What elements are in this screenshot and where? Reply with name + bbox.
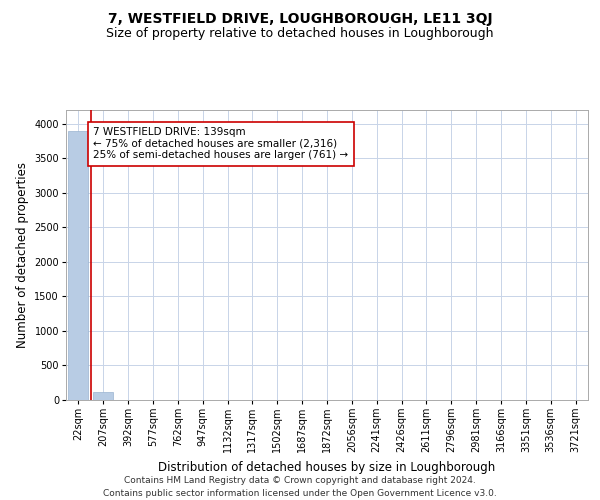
Text: Size of property relative to detached houses in Loughborough: Size of property relative to detached ho… <box>106 28 494 40</box>
Text: 7, WESTFIELD DRIVE, LOUGHBOROUGH, LE11 3QJ: 7, WESTFIELD DRIVE, LOUGHBOROUGH, LE11 3… <box>107 12 493 26</box>
Text: Contains HM Land Registry data © Crown copyright and database right 2024.
Contai: Contains HM Land Registry data © Crown c… <box>103 476 497 498</box>
Text: 7 WESTFIELD DRIVE: 139sqm
← 75% of detached houses are smaller (2,316)
25% of se: 7 WESTFIELD DRIVE: 139sqm ← 75% of detac… <box>94 128 349 160</box>
X-axis label: Distribution of detached houses by size in Loughborough: Distribution of detached houses by size … <box>158 461 496 474</box>
Bar <box>94 392 113 400</box>
Bar <box>68 130 88 400</box>
Y-axis label: Number of detached properties: Number of detached properties <box>16 162 29 348</box>
